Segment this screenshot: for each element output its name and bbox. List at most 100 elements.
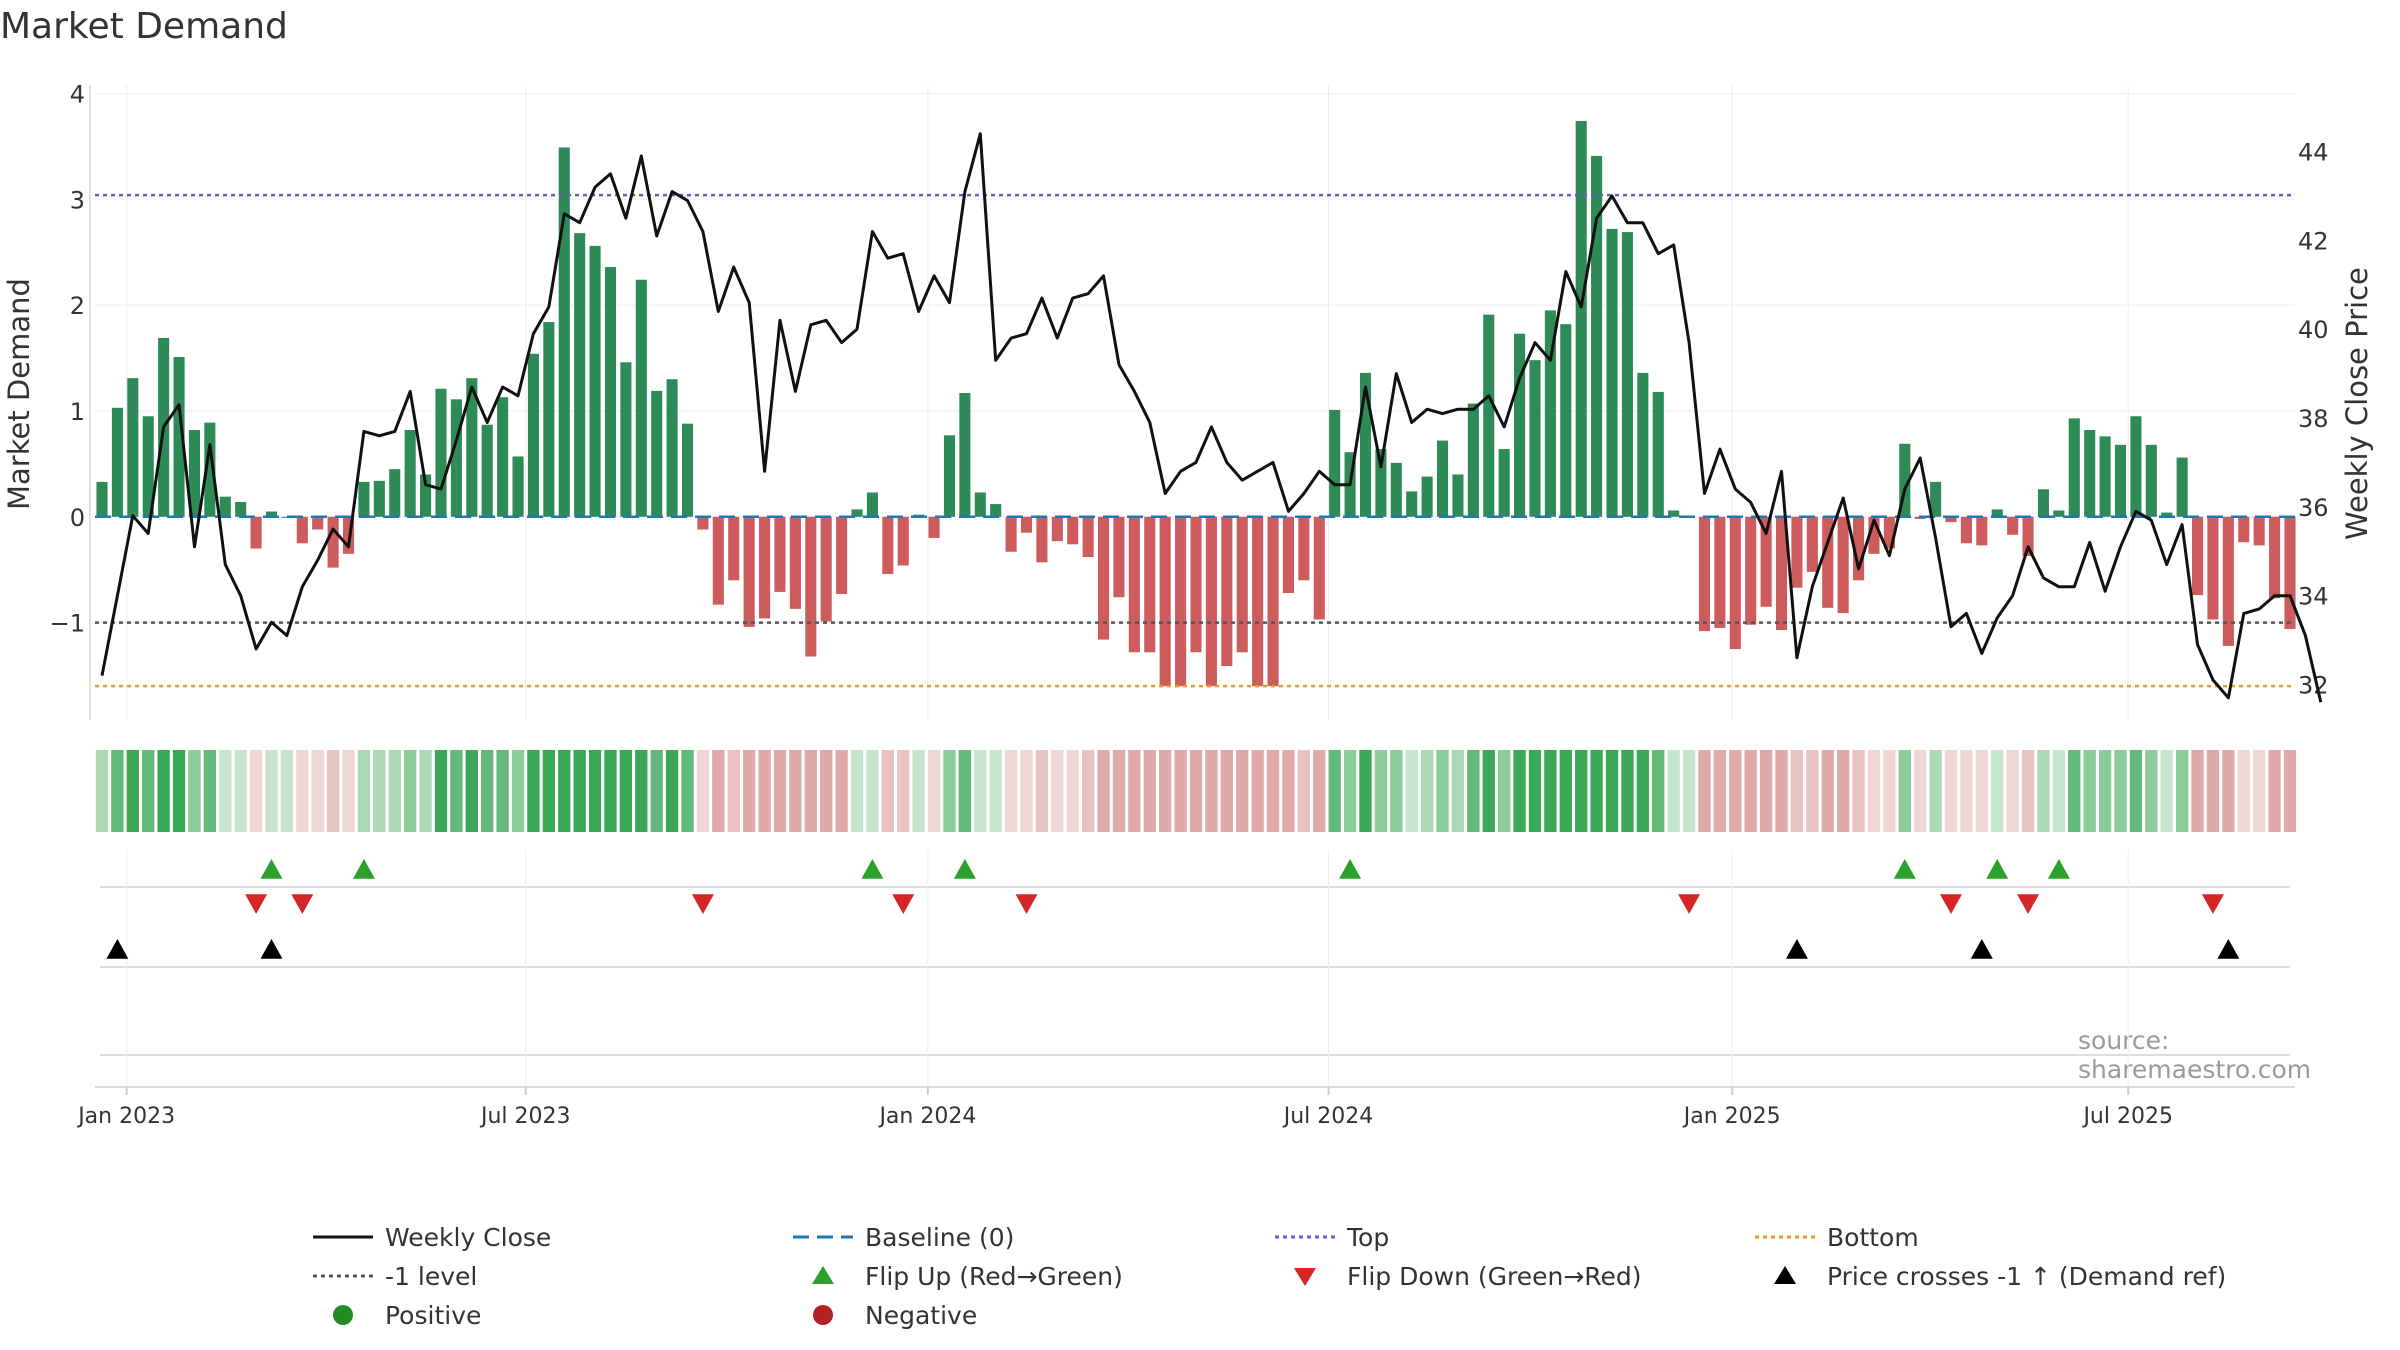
demand-bar-negative (1960, 516, 1972, 544)
demand-bar-positive (851, 509, 863, 517)
demand-bar-positive (127, 378, 139, 517)
heat-cell (1914, 750, 1927, 832)
heat-cell (527, 750, 540, 832)
demand-bar-positive (2084, 430, 2096, 517)
heat-cell (696, 750, 710, 832)
heat-cell (2145, 750, 2158, 832)
heat-cell (1035, 750, 1049, 832)
heat-cell (2206, 750, 2220, 832)
heat-cell (373, 750, 386, 832)
heat-cell (1251, 750, 1264, 832)
heat-cell (280, 750, 294, 832)
demand-bar-positive (1421, 476, 1433, 517)
heat-cell (1929, 750, 1942, 832)
demand-bar-negative (1806, 516, 1818, 572)
flip-up-marker (352, 859, 375, 879)
heat-cell (2021, 750, 2035, 832)
legend-label: Positive (385, 1301, 481, 1330)
heat-cell (1775, 750, 1788, 832)
heat-cell (1482, 750, 1495, 832)
heat-cell (2160, 750, 2173, 832)
heat-cell (1759, 750, 1773, 832)
demand-bar-positive (1621, 232, 1633, 517)
demand-bar-negative (2007, 516, 2019, 535)
heat-cell (1605, 750, 1619, 832)
heat-cell (974, 750, 987, 832)
demand-bar-negative (1945, 516, 1957, 523)
demand-bar-positive (281, 516, 293, 518)
legend-label: Weekly Close (385, 1223, 551, 1252)
demand-bar-negative (1159, 516, 1171, 687)
legend-label: Baseline (0) (865, 1223, 1014, 1252)
heat-cell (1991, 750, 2004, 832)
demand-bar-positive (866, 492, 878, 517)
price-cross-marker (260, 939, 283, 959)
heat-cell (111, 750, 124, 832)
heat-cell (1405, 750, 1418, 832)
flip-down-marker (2017, 894, 2040, 914)
demand-bar-negative (774, 516, 786, 592)
heat-cell (342, 750, 355, 832)
heat-cell (1051, 750, 1064, 832)
demand-bar-positive (589, 245, 601, 517)
demand-bar-positive (2145, 444, 2157, 517)
demand-bar-positive (1329, 409, 1341, 517)
demand-bar-positive (219, 496, 231, 517)
demand-bar-positive (1544, 310, 1556, 517)
heat-cell (1189, 750, 1203, 832)
demand-bar-positive (604, 267, 617, 517)
heat-cell (1867, 750, 1881, 832)
demand-bar-negative (2207, 516, 2219, 620)
heat-cell (1220, 750, 1233, 832)
heat-cell (1528, 750, 1542, 832)
demand-bar-negative (1190, 516, 1202, 653)
heat-cell (188, 750, 201, 832)
demand-bar-negative (2253, 516, 2265, 546)
heat-cell (1390, 750, 1403, 832)
demand-bar-positive (1514, 333, 1526, 517)
heat-cell (727, 750, 740, 832)
demand-bar-negative (1883, 516, 1895, 549)
legend-positive-swatch (333, 1305, 353, 1325)
legend-item: Negative (813, 1301, 977, 1330)
demand-bar-negative (789, 516, 801, 609)
demand-bar-negative (1745, 516, 1757, 625)
flip-down-marker (2201, 894, 2224, 914)
demand-bar-positive (635, 279, 647, 517)
heat-cell (2283, 750, 2297, 832)
demand-bar-negative (1714, 516, 1726, 628)
demand-bar-negative (1113, 516, 1125, 598)
demand-bar-positive (1498, 449, 1510, 517)
heat-cell (203, 750, 217, 832)
demand-bar-positive (1359, 372, 1372, 517)
flip-down-marker (691, 894, 714, 914)
demand-bar-positive (450, 399, 462, 517)
flip-up-marker (953, 859, 976, 879)
demand-bar-positive (420, 474, 432, 517)
heat-cell (1020, 750, 1033, 832)
heat-cell (588, 750, 602, 832)
demand-bar-negative (1205, 516, 1217, 687)
heat-cell (1575, 750, 1588, 832)
heat-cell (1174, 750, 1187, 832)
left-tick-label: 4 (70, 80, 85, 108)
demand-bar-negative (1144, 516, 1156, 653)
chart-title: Market Demand (0, 6, 288, 47)
demand-bar-negative (1128, 516, 1140, 653)
demand-bar-negative (1791, 516, 1803, 588)
heat-cell (2068, 750, 2081, 832)
demand-bar-negative (1005, 516, 1017, 552)
heat-cell (2237, 750, 2250, 832)
demand-bar-positive (943, 435, 956, 517)
demand-bar-positive (2037, 489, 2050, 517)
legend-flip-down-swatch (1294, 1268, 1316, 1286)
heat-cell (1266, 750, 1280, 832)
demand-bar-negative (882, 516, 894, 574)
demand-bar-positive (1991, 509, 2003, 517)
heat-cell (1467, 750, 1480, 832)
demand-bar-negative (1051, 516, 1063, 542)
x-tick-label: Jul 2024 (1282, 1104, 1374, 1129)
demand-bar-positive (2130, 416, 2142, 517)
heat-cell (989, 750, 1002, 832)
demand-bar-negative (1175, 516, 1187, 687)
